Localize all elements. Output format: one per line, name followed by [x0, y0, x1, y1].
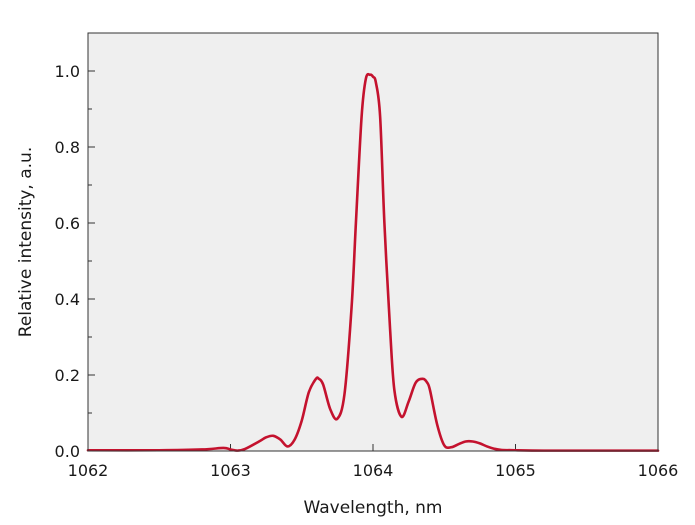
intensity-series-line [86, 72, 660, 452]
y-tick-label: 0.8 [55, 138, 80, 157]
x-axis-ticks: 1062 1063 1064 1065 1066 [68, 444, 679, 480]
y-tick-label: 0.6 [55, 214, 80, 233]
y-tick-label: 1.0 [55, 62, 80, 81]
y-axis-ticks: 0.0 0.2 0.4 0.6 0.8 1.0 [55, 62, 95, 461]
x-tick-label: 1065 [495, 461, 536, 480]
plot-area [88, 33, 658, 451]
y-tick-label: 0.2 [55, 366, 80, 385]
y-tick-label: 0.4 [55, 290, 80, 309]
x-axis-label: Wavelength, nm [304, 498, 443, 518]
x-tick-label: 1066 [638, 461, 679, 480]
x-tick-label: 1062 [68, 461, 109, 480]
y-tick-label: 0.0 [55, 442, 80, 461]
x-tick-label: 1063 [210, 461, 251, 480]
y-axis-label: Relative intensity, a.u. [16, 147, 36, 337]
plot-frame [87, 32, 659, 452]
x-tick-label: 1064 [353, 461, 394, 480]
